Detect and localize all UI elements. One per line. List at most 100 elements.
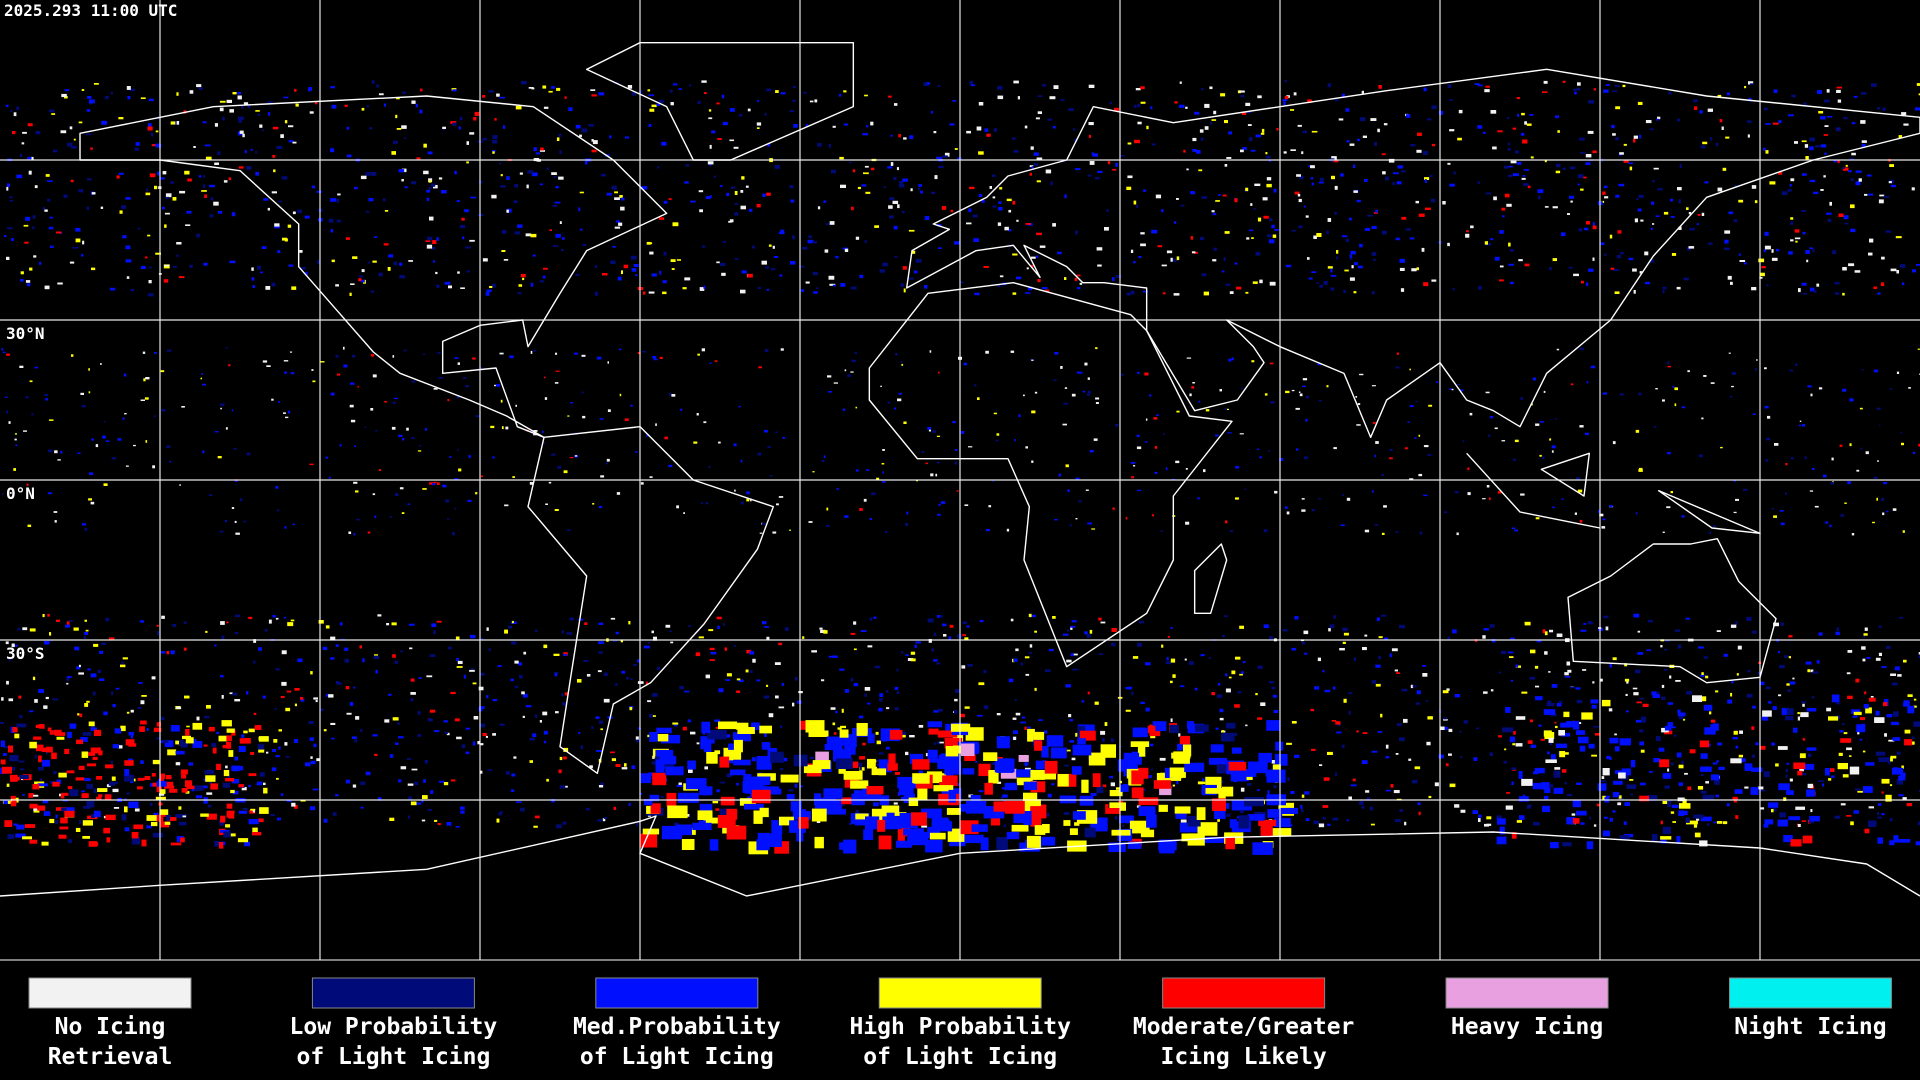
icing-cell (864, 687, 871, 691)
icing-cell (1094, 701, 1099, 705)
icing-cell (839, 156, 844, 160)
icing-cell (203, 184, 206, 189)
icing-cell (1356, 424, 1361, 426)
icing-cell (180, 741, 188, 748)
icing-cell (1660, 645, 1663, 648)
icing-cell (1427, 716, 1433, 720)
icing-cell (690, 200, 696, 203)
icing-cell (1639, 729, 1644, 733)
icing-cell (1025, 292, 1031, 294)
icing-cell (1290, 109, 1295, 111)
icing-cell (1383, 505, 1387, 508)
icing-cell (728, 759, 733, 764)
icing-cell (1399, 737, 1405, 742)
icing-cell (1282, 99, 1288, 102)
icing-cell (1077, 738, 1086, 745)
icing-cell (24, 824, 36, 828)
icing-cell (856, 723, 868, 736)
icing-cell (1522, 175, 1525, 177)
icing-cell (259, 271, 263, 274)
icing-cell (218, 735, 228, 742)
icing-cell (1689, 227, 1695, 231)
icing-cell (202, 383, 206, 386)
icing-cell (865, 191, 871, 194)
icing-cell (1075, 168, 1081, 171)
icing-cell (15, 444, 18, 447)
icing-cell (388, 693, 392, 696)
icing-cell (1330, 274, 1337, 277)
icing-cell (575, 124, 581, 129)
icing-cell (1087, 390, 1091, 394)
icing-cell (579, 191, 584, 194)
icing-cell (1843, 117, 1848, 120)
icing-cell (676, 505, 679, 509)
icing-cell (534, 815, 540, 819)
icing-cell (252, 810, 255, 813)
icing-cell (607, 361, 609, 364)
icing-cell (1637, 101, 1643, 105)
icing-cell (1111, 628, 1117, 632)
icing-cell (1223, 257, 1226, 261)
icing-cell (853, 648, 857, 651)
icing-cell (147, 123, 152, 127)
icing-cell (1257, 789, 1260, 792)
icing-cell (1703, 704, 1713, 711)
icing-cell (1902, 282, 1905, 286)
icing-cell (1851, 122, 1856, 125)
icing-cell (530, 282, 534, 287)
icing-cell (969, 80, 973, 85)
icing-cell (682, 726, 687, 731)
icing-cell (719, 781, 726, 784)
icing-cell (1694, 106, 1698, 110)
icing-cell (874, 665, 881, 669)
icing-cell (930, 111, 933, 114)
icing-cell (1612, 441, 1616, 445)
icing-cell (350, 419, 356, 423)
icing-cell (97, 669, 102, 674)
icing-cell (18, 695, 22, 699)
icing-cell (1225, 673, 1228, 677)
icing-cell (1394, 669, 1398, 672)
icing-cell (614, 226, 621, 229)
icing-cell (1583, 176, 1587, 179)
icing-cell (1516, 820, 1522, 823)
icing-cell (206, 792, 213, 795)
icing-cell (698, 636, 704, 639)
icing-cell (1916, 83, 1920, 86)
icing-cell (1230, 530, 1234, 533)
icing-cell (832, 284, 836, 287)
icing-cell (1185, 468, 1188, 470)
icing-cell (200, 377, 202, 380)
icing-cell (490, 425, 495, 429)
icing-cell (1036, 255, 1039, 258)
icing-cell (811, 808, 827, 822)
icing-cell (53, 511, 58, 513)
icing-cell (890, 134, 893, 137)
icing-cell (1079, 795, 1094, 806)
icing-cell (715, 808, 720, 811)
icing-cell (1299, 175, 1304, 180)
icing-cell (1618, 183, 1625, 187)
icing-cell (1829, 524, 1832, 528)
icing-cell (407, 783, 414, 786)
icing-cell (1868, 193, 1874, 196)
icing-cell (1257, 95, 1262, 99)
icing-cell (1860, 92, 1867, 95)
icing-cell (1226, 408, 1229, 410)
icing-cell (486, 695, 489, 699)
icing-cell (1724, 247, 1730, 251)
icing-cell (1555, 725, 1558, 729)
icing-cell (1837, 99, 1842, 103)
icing-cell (1231, 670, 1236, 675)
icing-cell (456, 666, 463, 668)
icing-cell (1069, 740, 1075, 743)
icing-cell (1084, 827, 1096, 838)
icing-cell (51, 752, 57, 760)
icing-cell (1173, 751, 1190, 764)
icing-cell (1300, 808, 1304, 813)
icing-cell (154, 415, 157, 418)
icing-cell (235, 614, 241, 618)
icing-cell (1716, 630, 1721, 632)
icing-cell (598, 505, 603, 509)
icing-cell (751, 789, 771, 804)
